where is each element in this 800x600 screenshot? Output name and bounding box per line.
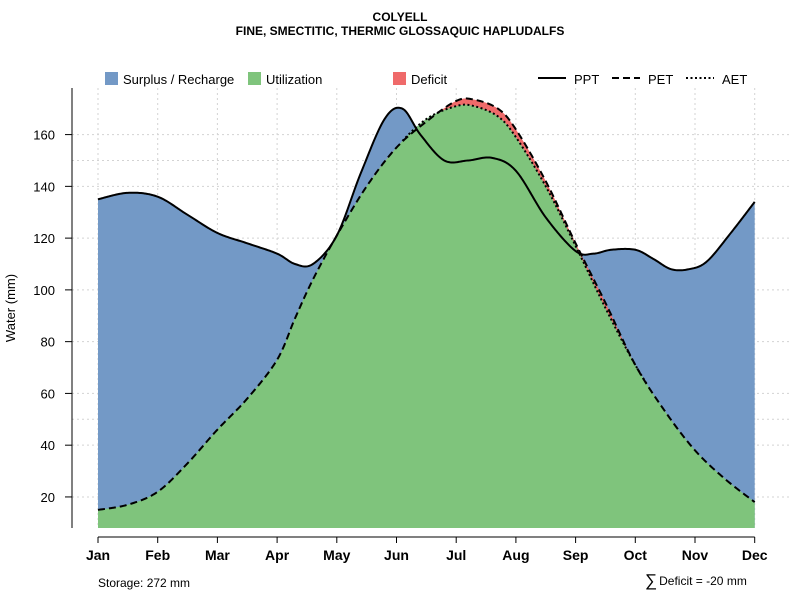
axis-layer: 20 40 60 80 100 120 140 160 Jan Feb Mar Apr May Jun Ju… (33, 88, 768, 563)
x-tick-label: May (323, 547, 350, 563)
x-tick-label: Apr (265, 547, 290, 563)
y-tick-label: 20 (41, 490, 55, 505)
legend-label: PET (648, 72, 673, 87)
area-layer (98, 98, 755, 528)
chart-subtitle: FINE, SMECTITIC, THERMIC GLOSSAQUIC HAPL… (235, 24, 565, 38)
x-tick-label: Dec (742, 547, 768, 563)
x-tick-label: Aug (502, 547, 529, 563)
legend-layer: Surplus / Recharge Utilization Deficit PPT P… (105, 72, 747, 87)
x-tick-label: Mar (205, 547, 230, 563)
aet-line (401, 103, 649, 386)
line-layer (97, 97, 756, 511)
x-tick-label: Jan (86, 547, 110, 563)
x-tick-label: Feb (145, 547, 170, 563)
y-tick-label: 160 (33, 128, 55, 143)
y-axis-label: Water (mm) (3, 274, 18, 342)
deficit-summary: ∑ Deficit = -20 mm (645, 572, 747, 589)
sum-symbol: ∑ (645, 571, 658, 590)
chart-title: COLYELL (372, 10, 428, 24)
ppt-line (97, 106, 756, 272)
deficit-label: Deficit = -20 mm (659, 573, 747, 588)
legend-label: AET (722, 72, 747, 87)
legend-label: PPT (574, 72, 599, 87)
legend-label: Deficit (411, 72, 448, 87)
y-tick-label: 120 (33, 231, 55, 246)
x-tick-label: Oct (624, 547, 648, 563)
x-tick-label: Jul (446, 547, 466, 563)
y-tick-label: 80 (41, 335, 55, 350)
legend-swatch (393, 72, 406, 85)
legend-swatch (248, 72, 261, 85)
legend-label: Surplus / Recharge (123, 72, 234, 87)
x-tick-label: Jun (384, 547, 409, 563)
y-tick-label: 100 (33, 283, 55, 298)
legend-label: Utilization (266, 72, 322, 87)
x-tick-label: Nov (682, 547, 709, 563)
legend-swatch (105, 72, 118, 85)
storage-label: Storage: 272 mm (98, 576, 191, 590)
y-tick-label: 60 (41, 386, 55, 401)
utilization-area (98, 104, 755, 528)
y-tick-label: 40 (41, 438, 55, 453)
x-tick-label: Sep (563, 547, 589, 563)
y-tick-label: 140 (33, 179, 55, 194)
